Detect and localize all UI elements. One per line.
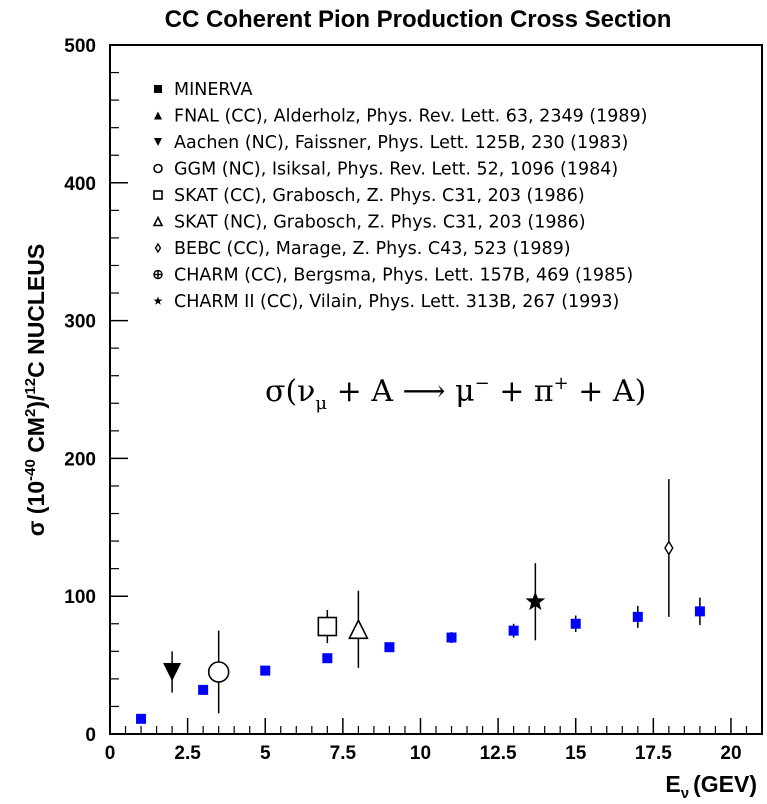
chart-title: CC Coherent Pion Production Cross Sectio… — [165, 6, 672, 33]
x-tick-label: 5 — [260, 743, 271, 764]
data-point — [570, 618, 581, 629]
x-tick-label: 20 — [720, 743, 741, 764]
legend-entry: BEBC (CC), Marage, Z. Phys. C43, 523 (19… — [174, 239, 571, 259]
legend-marker — [153, 190, 163, 200]
y-axis-ticks: 0 100 200 300 400 500 — [64, 36, 128, 746]
data-point — [632, 611, 643, 622]
data-point — [163, 662, 182, 681]
y-tick-label: 500 — [64, 36, 96, 57]
x-tick-label: 12.5 — [480, 743, 517, 764]
legend-marker — [154, 138, 162, 146]
data-point — [384, 642, 395, 653]
data-point — [664, 540, 674, 556]
y-tick-label: 300 — [64, 312, 96, 333]
data-point — [260, 665, 271, 676]
x-tick-label: 2.5 — [174, 743, 201, 764]
x-tick-label: 7.5 — [330, 743, 357, 764]
reaction-formula: σ(νμ + A ⟶ μ− + π+ + A) — [265, 373, 646, 414]
data-point — [348, 618, 369, 640]
y-tick-label: 100 — [64, 587, 96, 608]
data-points — [136, 479, 705, 724]
y-tick-label: 400 — [64, 174, 96, 195]
legend-marker — [153, 163, 163, 174]
y-tick-label: 0 — [85, 725, 96, 746]
legend-entry: Aachen (NC), Faissner, Phys. Lett. 125B,… — [174, 133, 628, 153]
legend: MINERVA FNAL (CC), Alderholz, Phys. Rev. … — [152, 80, 647, 312]
legend-entry: SKAT (NC), Grabosch, Z. Phys. C31, 203 (… — [174, 213, 586, 233]
data-point — [694, 606, 705, 617]
x-axis-ticks: 0 2.5 5 7.5 10 12.5 15 17.5 20 — [105, 718, 763, 764]
x-tick-label: 17.5 — [635, 743, 672, 764]
legend-entry: GGM (NC), Isiksal, Phys. Rev. Lett. 52, … — [174, 160, 618, 180]
legend-marker — [153, 269, 163, 280]
data-point — [446, 632, 457, 643]
legend-entry: SKAT (CC), Grabosch, Z. Phys. C31, 203 (… — [174, 186, 585, 206]
x-axis-title: Eν (GEV) — [665, 771, 757, 802]
y-axis-title: σ (10-40 CM2)/12C NUCLEUS — [22, 244, 49, 537]
legend-marker — [153, 296, 163, 305]
data-point — [198, 684, 209, 695]
y-tick-label: 200 — [64, 449, 96, 470]
legend-marker — [152, 215, 164, 227]
data-point — [136, 713, 147, 724]
legend-entry: MINERVA — [174, 80, 252, 100]
data-point — [322, 653, 333, 664]
x-tick-label: 15 — [565, 743, 587, 764]
x-tick-label: 10 — [410, 743, 431, 764]
legend-entry: CHARM II (CC), Vilain, Phys. Lett. 313B,… — [174, 292, 619, 312]
data-point — [508, 625, 519, 636]
data-point — [317, 616, 338, 637]
x-tick-label: 0 — [105, 743, 116, 764]
data-point — [525, 591, 546, 611]
data-point — [207, 661, 230, 683]
legend-entry: CHARM (CC), Bergsma, Phys. Lett. 157B, 4… — [174, 266, 633, 286]
legend-marker — [154, 111, 162, 120]
legend-entry: FNAL (CC), Alderholz, Phys. Rev. Lett. 6… — [174, 107, 647, 127]
legend-marker — [154, 85, 162, 93]
legend-marker — [154, 242, 162, 254]
